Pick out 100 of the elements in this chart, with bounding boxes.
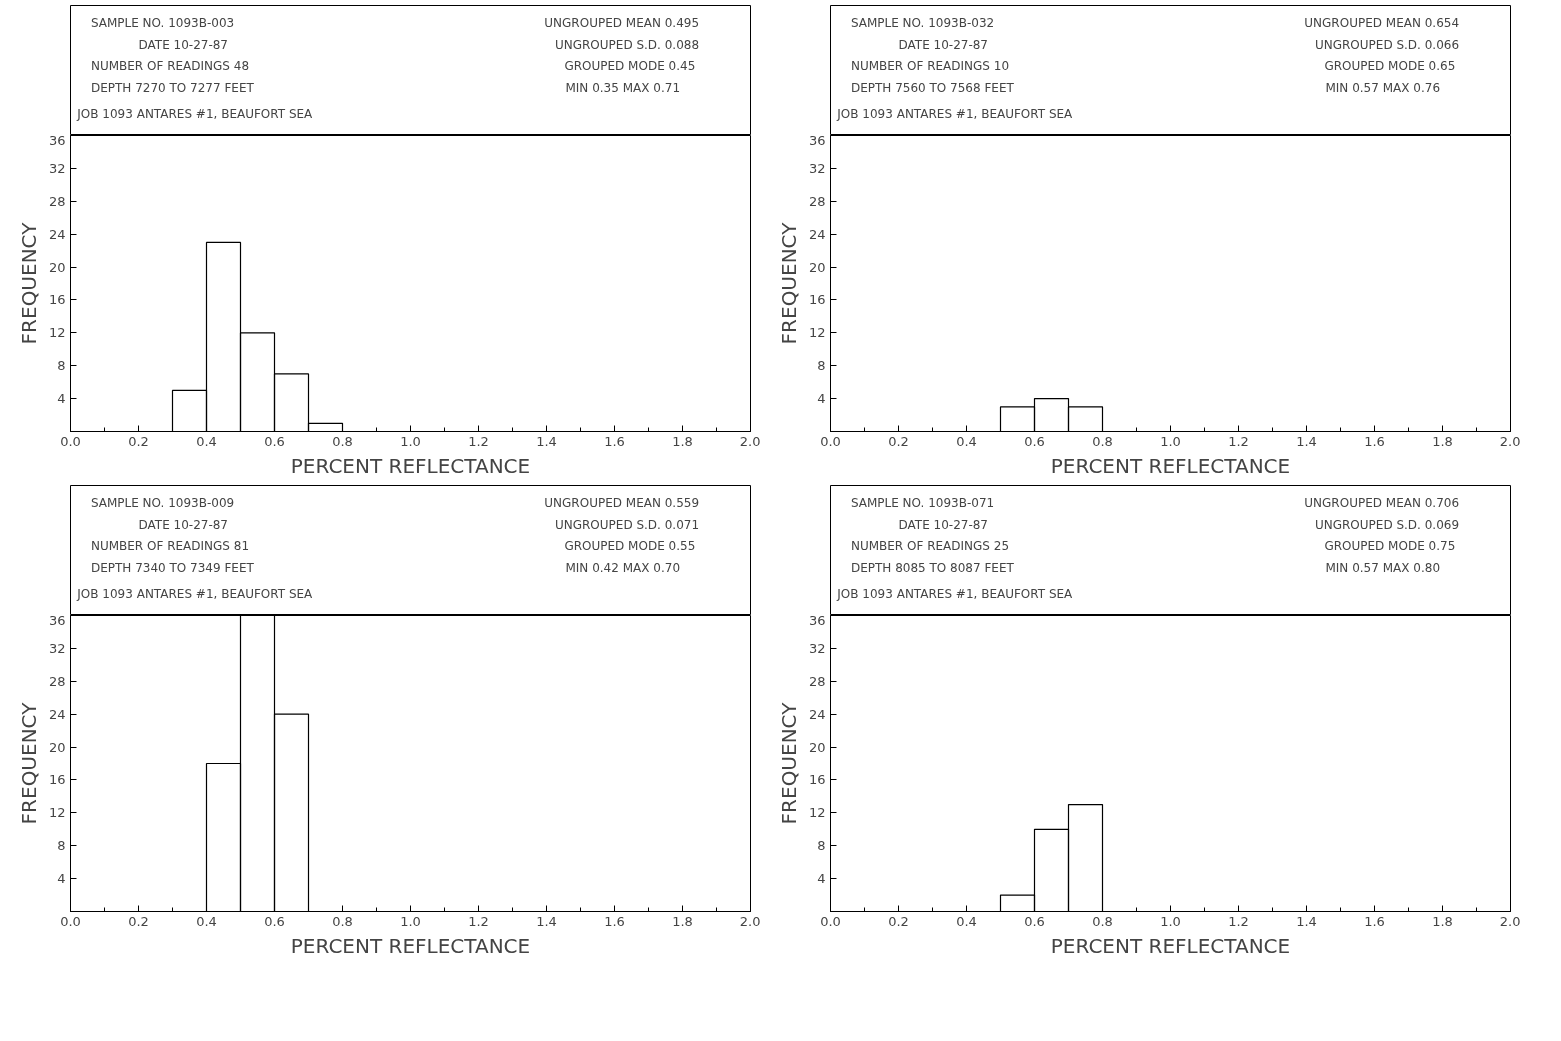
x-tick-label: 1.0	[1160, 433, 1181, 449]
x-tick-label: 0.8	[1092, 433, 1113, 449]
x-tick-label: 2.0	[1499, 433, 1521, 449]
chart-title: SAMPLE NO. 1093B-032	[850, 15, 995, 30]
text: DATE 10-27-87	[138, 37, 229, 52]
y-tick-label: 36	[808, 612, 826, 628]
x-tick-label: 0.4	[956, 433, 977, 449]
y-axis-title: FREQUENCY	[16, 221, 41, 345]
text: UNGROUPED MEAN 0.495	[544, 15, 700, 30]
y-tick-label: 32	[808, 160, 826, 176]
y-tick-label: 28	[808, 673, 826, 689]
y-tick-label: 12	[48, 325, 66, 341]
y-tick-label: 28	[48, 673, 66, 689]
y-tick-label: 28	[808, 193, 826, 209]
x-tick-label: 0.6	[1024, 913, 1045, 929]
text: UNGROUPED S.D. 0.088	[554, 37, 700, 52]
x-axis-title: PERCENT REFLECTANCE	[1050, 453, 1291, 478]
x-tick-label: 0.8	[332, 433, 353, 449]
x-tick-label: 1.2	[1228, 433, 1249, 449]
y-tick-label: 16	[808, 772, 826, 788]
text: DEPTH 8085 TO 8087 FEET	[850, 560, 1015, 575]
y-tick-label: 24	[48, 226, 66, 242]
x-axis-title: PERCENT REFLECTANCE	[290, 933, 531, 958]
text: JOB 1093 ANTARES #1, BEAUFORT SEA	[76, 586, 314, 601]
text: MIN 0.57 MAX 0.80	[1325, 560, 1441, 575]
y-tick-label: 8	[817, 838, 826, 854]
x-axis-title: PERCENT REFLECTANCE	[290, 453, 531, 478]
x-tick-label: 1.6	[1364, 913, 1385, 929]
x-tick-label: 2.0	[1499, 913, 1521, 929]
y-tick-label: 24	[808, 706, 826, 722]
x-tick-label: 1.2	[1228, 913, 1249, 929]
x-tick-label: 1.8	[672, 913, 693, 929]
text: DATE 10-27-87	[898, 517, 989, 532]
chart-title: SAMPLE NO. 1093B-071	[850, 495, 995, 510]
y-tick-label: 16	[48, 772, 66, 788]
text: MIN 0.57 MAX 0.76	[1325, 80, 1441, 95]
x-tick-label: 1.6	[604, 913, 625, 929]
x-tick-label: 0.4	[196, 913, 217, 929]
x-tick-label: 0.4	[956, 913, 977, 929]
y-tick-label: 8	[57, 838, 66, 854]
x-tick-label: 1.8	[672, 433, 693, 449]
y-tick-label: 32	[48, 160, 66, 176]
x-tick-label: 0.2	[888, 913, 909, 929]
x-tick-label: 0.0	[820, 913, 841, 929]
y-tick-label: 36	[48, 132, 66, 148]
text: UNGROUPED S.D. 0.069	[1314, 517, 1460, 532]
y-tick-label: 20	[48, 739, 66, 755]
y-tick-label: 36	[808, 132, 826, 148]
x-tick-label: 1.6	[1364, 433, 1385, 449]
y-tick-label: 36	[48, 612, 66, 628]
text: MIN 0.42 MAX 0.70	[565, 560, 681, 575]
y-tick-label: 24	[808, 226, 826, 242]
y-tick-label: 12	[808, 325, 826, 341]
y-tick-label: 4	[817, 391, 826, 407]
x-tick-label: 1.4	[536, 913, 557, 929]
text: UNGROUPED MEAN 0.654	[1304, 15, 1460, 30]
x-tick-label: 1.2	[468, 913, 489, 929]
y-tick-label: 20	[48, 259, 66, 275]
x-tick-label: 1.4	[1296, 433, 1317, 449]
y-tick-label: 32	[808, 640, 826, 656]
text: GROUPED MODE 0.65	[1324, 59, 1456, 74]
x-tick-label: 0.2	[128, 433, 149, 449]
x-tick-label: 0.6	[1024, 433, 1045, 449]
x-tick-label: 1.2	[468, 433, 489, 449]
x-tick-label: 0.0	[820, 433, 841, 449]
x-tick-label: 0.0	[60, 913, 81, 929]
y-tick-label: 12	[808, 805, 826, 821]
x-tick-label: 1.0	[1160, 913, 1181, 929]
y-tick-label: 4	[817, 871, 826, 887]
chart-title: SAMPLE NO. 1093B-009	[90, 495, 235, 510]
y-axis-title: FREQUENCY	[776, 701, 801, 825]
x-tick-label: 0.2	[128, 913, 149, 929]
text: UNGROUPED S.D. 0.066	[1314, 37, 1460, 52]
y-tick-label: 12	[48, 805, 66, 821]
y-tick-label: 16	[48, 292, 66, 308]
text: UNGROUPED S.D. 0.071	[554, 517, 700, 532]
text: JOB 1093 ANTARES #1, BEAUFORT SEA	[76, 106, 314, 121]
text: NUMBER OF READINGS 81	[90, 539, 250, 554]
x-tick-label: 1.8	[1432, 913, 1453, 929]
y-tick-label: 28	[48, 193, 66, 209]
y-axis-title: FREQUENCY	[16, 701, 41, 825]
text: JOB 1093 ANTARES #1, BEAUFORT SEA	[836, 586, 1074, 601]
x-tick-label: 1.4	[536, 433, 557, 449]
y-tick-label: 8	[57, 358, 66, 374]
x-tick-label: 0.0	[60, 433, 81, 449]
x-tick-label: 0.8	[1092, 913, 1113, 929]
y-tick-label: 8	[817, 358, 826, 374]
x-tick-label: 1.0	[400, 433, 421, 449]
y-tick-label: 16	[808, 292, 826, 308]
text: UNGROUPED MEAN 0.559	[544, 495, 700, 510]
text: DEPTH 7270 TO 7277 FEET	[90, 80, 255, 95]
text: NUMBER OF READINGS 10	[850, 59, 1010, 74]
x-tick-label: 0.4	[196, 433, 217, 449]
x-tick-label: 1.6	[604, 433, 625, 449]
text: DEPTH 7560 TO 7568 FEET	[850, 80, 1015, 95]
text: NUMBER OF READINGS 48	[90, 59, 250, 74]
text: DATE 10-27-87	[898, 37, 989, 52]
y-tick-label: 24	[48, 706, 66, 722]
y-axis-title: FREQUENCY	[776, 221, 801, 345]
y-tick-label: 32	[48, 640, 66, 656]
